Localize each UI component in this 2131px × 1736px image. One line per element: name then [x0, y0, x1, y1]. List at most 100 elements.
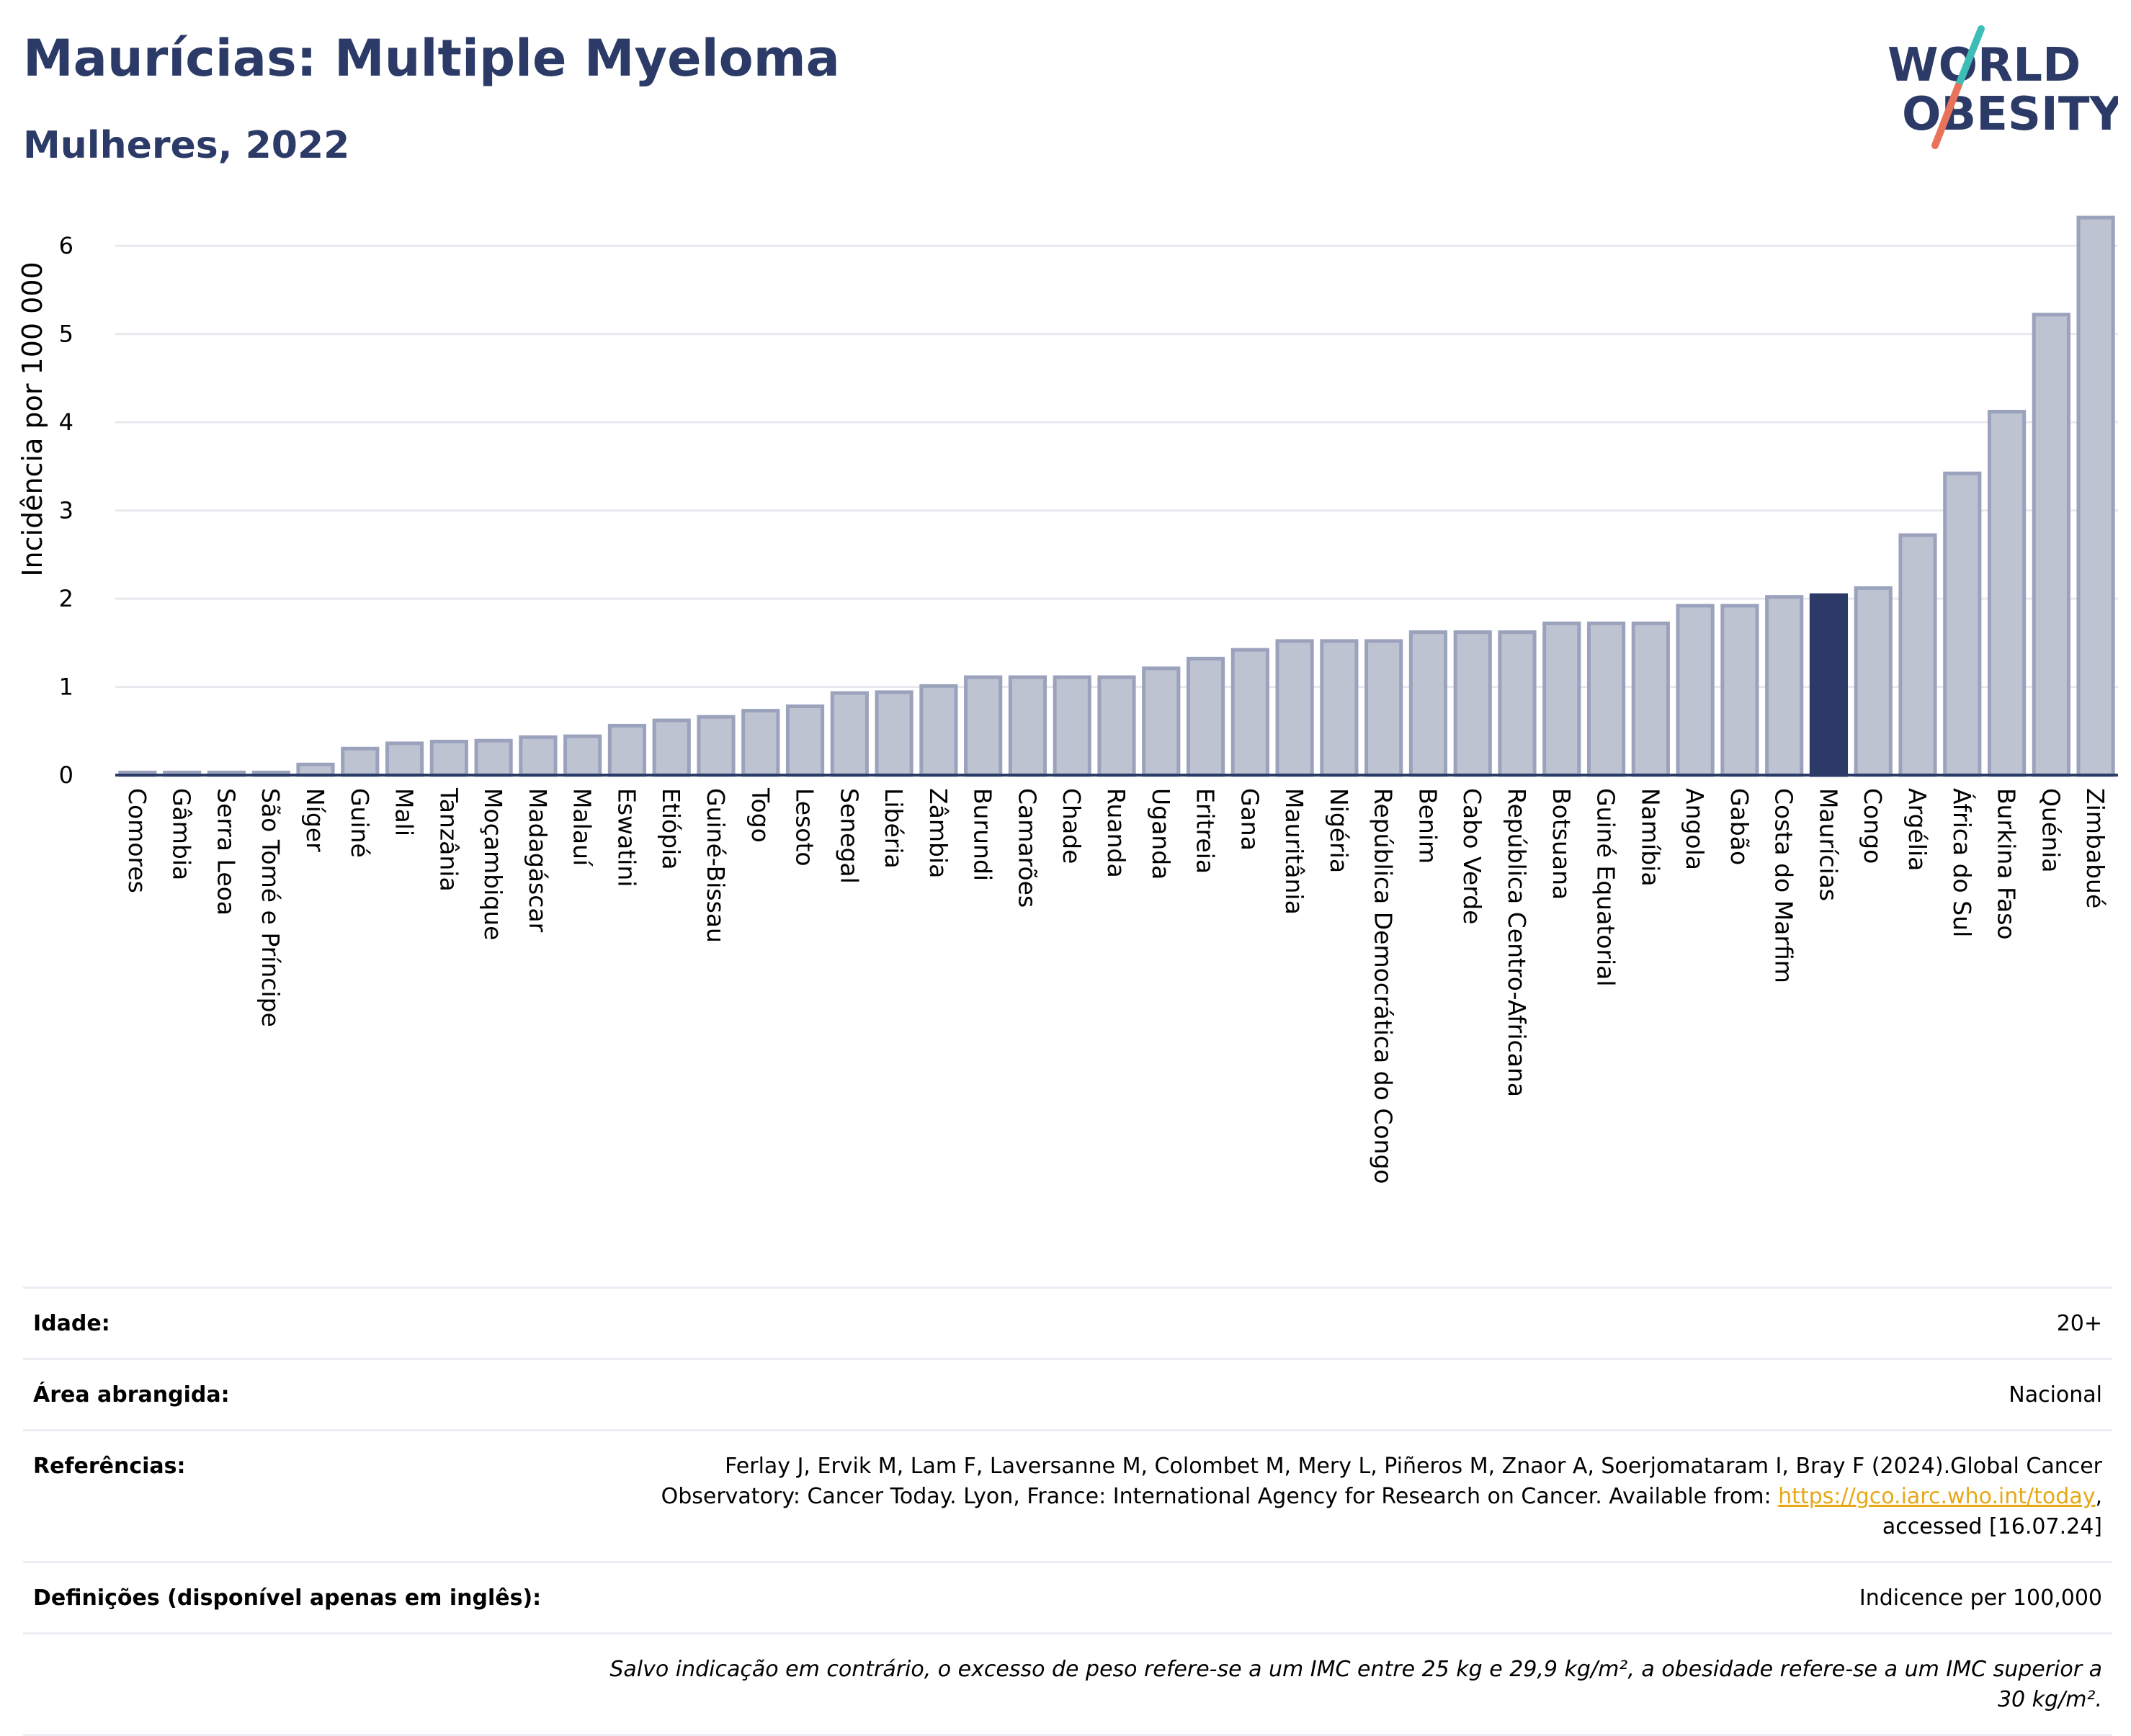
bar — [1943, 471, 1982, 777]
x-tick-label: Botsuana — [1547, 788, 1576, 900]
bar — [1987, 409, 2027, 777]
x-tick-label: Mauritânia — [1280, 788, 1308, 915]
references-text-1: Ferlay J, Ervik M, Lam F, Laversanne M, … — [661, 1454, 2102, 1509]
references-text-2: , accessed [16.07.24] — [1882, 1484, 2102, 1539]
definitions-value: Indicence per 100,000 — [1859, 1585, 2102, 1611]
bar — [1186, 656, 1225, 777]
x-tick-label: Gana — [1236, 788, 1264, 851]
metadata-table: Idade: 20+ Área abrangida: Nacional Refe… — [23, 1287, 2112, 1736]
bar — [1408, 630, 1448, 777]
bar — [1142, 666, 1181, 777]
bar — [563, 734, 602, 777]
bar — [296, 762, 335, 777]
x-tick-label: Burkina Faso — [1993, 788, 2021, 940]
x-tick-label: Tanzânia — [434, 787, 463, 892]
x-tick-label: Comores — [123, 788, 151, 893]
y-tick-label: 1 — [59, 674, 73, 701]
x-tick-label: África do Sul — [1948, 788, 1977, 937]
logo-slash-coral — [1931, 83, 1962, 149]
area-label: Área abrangida: — [33, 1382, 230, 1408]
x-tick-label: Burundi — [969, 788, 997, 881]
page-subtitle: Mulheres, 2022 — [23, 124, 350, 167]
bar — [2076, 215, 2115, 777]
y-axis-ticks: 0 1 2 3 4 5 6 — [59, 232, 73, 789]
x-tick-label: Uganda — [1147, 788, 1175, 880]
x-tick-label: Congo — [1859, 788, 1887, 864]
y-tick-label: 4 — [59, 408, 73, 436]
meta-row-area: Área abrangida: Nacional — [23, 1358, 2112, 1429]
x-tick-label: Guiné Equatorial — [1592, 788, 1620, 987]
age-label: Idade: — [33, 1311, 110, 1336]
x-tick-label: Angola — [1681, 788, 1709, 870]
x-tick-label: Guiné — [346, 788, 374, 858]
bar — [1720, 604, 1759, 777]
x-tick-label: Maurícias — [1814, 788, 1842, 901]
area-value: Nacional — [2009, 1382, 2102, 1408]
x-tick-label: Eswatini — [612, 788, 640, 887]
x-tick-label: Madagáscar — [524, 788, 552, 933]
bar — [1453, 630, 1492, 777]
logo-slash-teal — [1954, 25, 1985, 90]
bar — [607, 723, 647, 777]
bar-chart: 0 1 2 3 4 5 6 Incidência por 100 000 Comores Gâ… — [17, 215, 2118, 1184]
definitions-label: Definições (disponível apenas em inglês)… — [33, 1585, 542, 1611]
bar — [1230, 648, 1269, 777]
bar — [697, 715, 736, 777]
x-tick-label: Moçambique — [479, 788, 507, 940]
y-tick-label: 3 — [59, 497, 73, 524]
bar — [1097, 675, 1136, 777]
bar — [1275, 639, 1314, 777]
bar — [1053, 675, 1091, 777]
x-tick-label: Gabão — [1725, 788, 1754, 865]
bar — [519, 735, 558, 777]
references-label: Referências: — [33, 1454, 186, 1479]
age-value: 20+ — [2056, 1311, 2102, 1336]
x-tick-label: Mali — [390, 788, 419, 836]
bar — [919, 684, 958, 777]
page-title: Maurícias: Multiple Myeloma — [23, 29, 840, 88]
x-tick-label: Guiné-Bissau — [702, 788, 730, 943]
bar — [1631, 621, 1670, 777]
bar — [474, 738, 513, 777]
bar — [652, 718, 691, 777]
meta-row-definitions: Definições (disponível apenas em inglês)… — [23, 1561, 2112, 1632]
y-tick-label: 2 — [59, 585, 73, 612]
bar — [741, 709, 780, 777]
x-tick-label: Senegal — [835, 788, 863, 884]
x-tick-label: Malauí — [568, 788, 597, 867]
x-tick-label: República Centro-Africana — [1503, 788, 1531, 1097]
bar — [1586, 621, 1626, 777]
x-tick-label: Benim — [1413, 788, 1442, 864]
x-tick-label: Togo — [746, 787, 774, 843]
x-tick-label: Nigéria — [1325, 788, 1353, 873]
x-tick-label: Argélia — [1903, 788, 1931, 871]
meta-row-age: Idade: 20+ — [23, 1287, 2112, 1358]
meta-row-note: Salvo indicação em contrário, o excesso … — [23, 1632, 2112, 1736]
x-tick-label: Namíbia — [1636, 788, 1664, 887]
bar — [1854, 586, 1893, 777]
y-tick-label: 6 — [59, 232, 73, 259]
x-tick-label: Camarões — [1013, 788, 1041, 908]
bar — [1364, 639, 1403, 777]
bar — [2032, 313, 2070, 777]
logo-word-1: WORLD — [1887, 39, 2081, 92]
references-link[interactable]: https://gco.iarc.who.int/today — [1778, 1484, 2096, 1509]
bars — [118, 215, 2115, 777]
bar — [875, 690, 913, 777]
references-value: Ferlay J, Ervik M, Lam F, Laversanne M, … — [604, 1451, 2102, 1542]
x-tick-label: Lesoto — [791, 788, 819, 867]
bar — [785, 704, 825, 777]
y-tick-label: 0 — [59, 761, 73, 789]
bar — [1898, 533, 1937, 777]
x-tick-label: Cabo Verde — [1458, 788, 1486, 924]
world-obesity-logo: WORLD OBESITY — [1887, 25, 2118, 149]
x-axis-category-labels: Comores Gâmbia Serra Leoa São Tomé e Prínci… — [123, 787, 2109, 1184]
x-tick-label: São Tomé e Príncipe — [256, 788, 285, 1027]
x-tick-label: Chade — [1058, 788, 1086, 864]
x-tick-label: Ruanda — [1102, 788, 1130, 878]
x-tick-label: Zâmbia — [924, 788, 952, 878]
meta-row-references: Referências: Ferlay J, Ervik M, Lam F, L… — [23, 1429, 2112, 1561]
y-axis-label: Incidência por 100 000 — [17, 261, 48, 576]
x-tick-label: Gâmbia — [168, 788, 196, 880]
x-tick-label: Quénia — [2037, 788, 2065, 873]
